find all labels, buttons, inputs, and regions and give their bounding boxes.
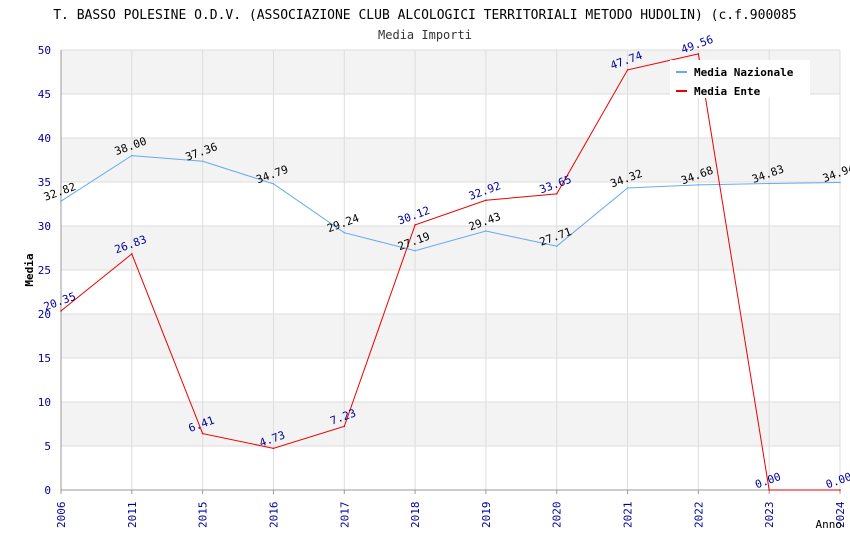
data-point [272,183,275,185]
data-label: 0.00 [753,470,782,491]
x-tick-label: 2022 [692,502,705,529]
x-axis-label: Anno [816,518,843,531]
gridlines [60,49,841,491]
x-tick-label: 2024 [834,501,847,528]
data-point [697,53,700,55]
axes [60,50,841,494]
y-tick-label: 35 [38,176,51,189]
data-point [626,187,629,189]
data-label: 20.35 [42,290,78,314]
y-tick-label: 50 [38,44,51,57]
data-point [555,193,558,195]
series-line-1 [60,53,840,491]
data-point [272,447,275,450]
data-point [414,224,416,226]
plot-band [61,226,840,270]
y-tick-label: 10 [38,396,51,409]
y-tick-label: 40 [38,132,51,145]
data-point [768,182,770,185]
y-tick-label: 0 [44,484,51,497]
data-point [414,249,416,252]
data-point [485,199,487,202]
x-tick-labels: 2006 2011 2015 2016 2017 2018 2019 2020 2021 2022… [55,501,847,528]
series-line-0 [60,155,841,252]
x-tick-label: 2023 [763,502,776,529]
data-point [768,489,770,491]
data-point [201,432,204,435]
data-point [60,200,62,202]
x-tick-label: 2020 [551,502,564,529]
data-point [343,425,346,428]
legend-label: Media Ente [694,85,761,98]
plot-bands [61,50,840,446]
data-point [839,489,841,491]
series-lines [60,53,841,491]
plot-band [61,138,840,182]
data-point [343,231,346,234]
plot-band [61,402,840,446]
x-tick-label: 2017 [338,502,351,529]
x-tick-label: 2018 [409,502,422,529]
data-point [131,253,133,255]
data-point [555,245,558,247]
data-point [485,230,487,232]
data-point [697,184,700,186]
y-tick-label: 5 [44,440,51,453]
data-point [60,310,62,312]
y-tick-label: 15 [38,352,51,365]
chart-title: T. BASSO POLESINE O.D.V. (ASSOCIAZIONE C… [53,8,797,23]
y-tick-label: 45 [38,88,51,101]
plot-band [61,314,840,358]
legend-box [670,60,810,98]
data-point [201,160,204,163]
y-tick-label: 20 [38,308,51,321]
legend-label: Media Nazionale [694,66,794,79]
x-tick-label: 2019 [480,502,493,529]
y-tick-label: 30 [38,220,51,233]
y-tick-label: 25 [38,264,51,277]
data-label: 30.12 [396,204,432,228]
data-point [839,181,841,184]
x-tick-label: 2016 [267,502,280,529]
chart-subtitle: Media Importi [378,28,472,42]
x-tick-label: 2015 [197,502,210,529]
x-tick-label: 2006 [55,502,68,529]
legend: Media Nazionale Media Ente [670,60,810,98]
data-label: 0.00 [824,470,850,491]
data-point [131,154,133,157]
data-point [626,69,629,71]
x-tick-label: 2021 [622,502,635,529]
y-axis-label: Media [23,253,36,286]
y-tick-labels: 0 5 10 15 20 25 30 35 40 45 50 [38,44,51,497]
x-tick-label: 2011 [126,502,139,529]
